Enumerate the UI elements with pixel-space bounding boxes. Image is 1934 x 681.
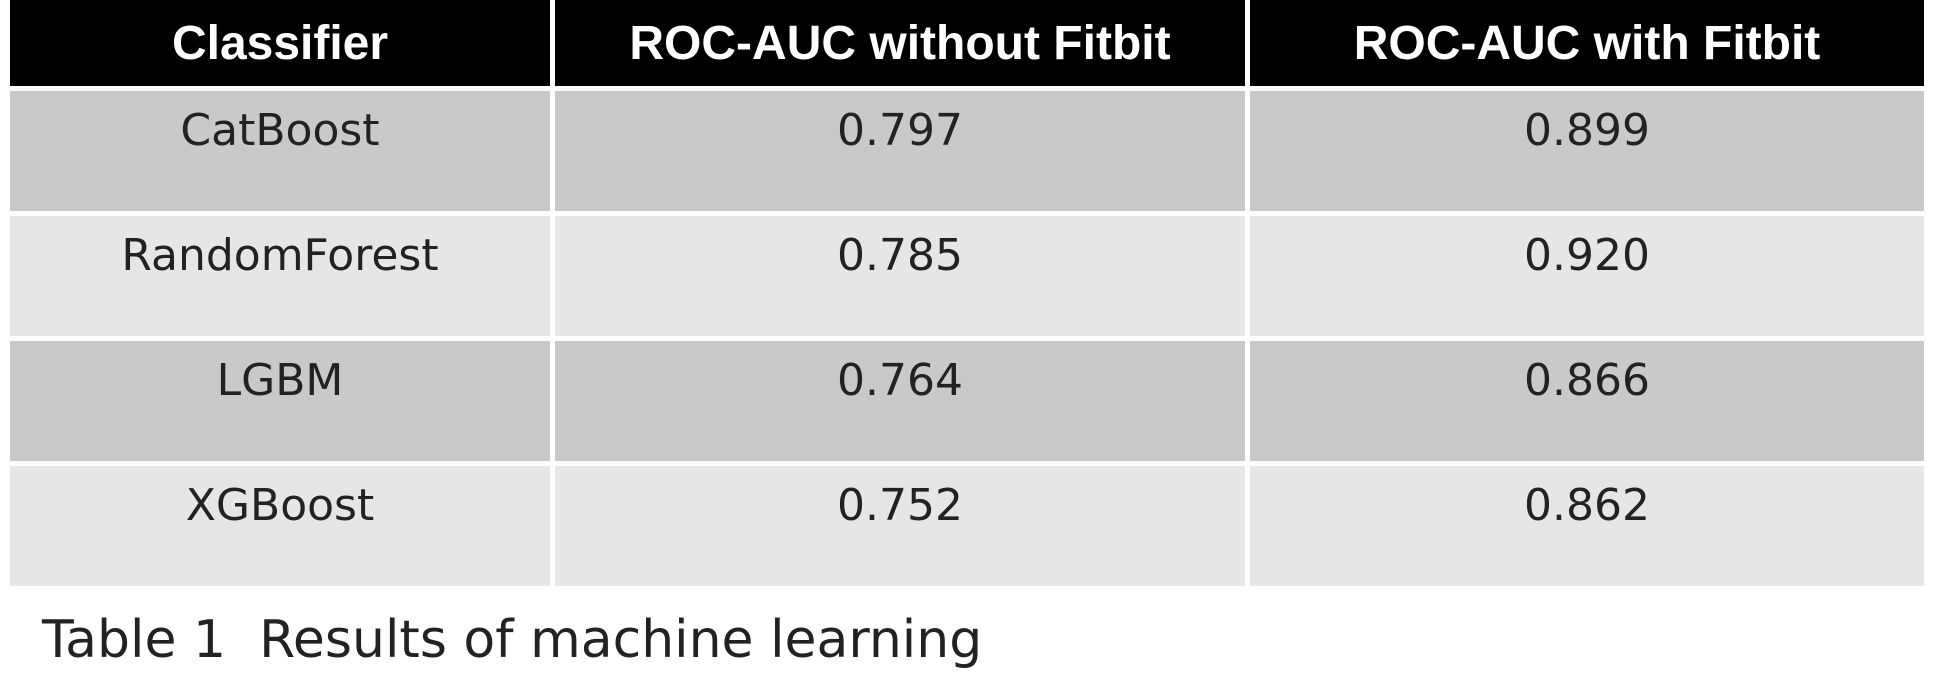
classifier-cell: CatBoost xyxy=(10,91,550,211)
score-cell: 0.797 xyxy=(555,91,1245,211)
table-body: CatBoost 0.797 0.899 RandomForest 0.785 0.920… xyxy=(10,91,1924,586)
score-cell: 0.764 xyxy=(555,341,1245,461)
results-table: Classifier ROC-AUC without Fitbit ROC-AUC … xyxy=(5,0,1929,591)
header-row: Classifier ROC-AUC without Fitbit ROC-AUC … xyxy=(10,0,1924,86)
header-cell: ROC-AUC with Fitbit xyxy=(1250,0,1924,86)
table-row: XGBoost 0.752 0.862 xyxy=(10,466,1924,586)
table-row: CatBoost 0.797 0.899 xyxy=(10,91,1924,211)
table-row: LGBM 0.764 0.866 xyxy=(10,341,1924,461)
score-cell: 0.920 xyxy=(1250,216,1924,336)
score-cell: 0.899 xyxy=(1250,91,1924,211)
header-cell: ROC-AUC without Fitbit xyxy=(555,0,1245,86)
score-cell: 0.862 xyxy=(1250,466,1924,586)
score-cell: 0.785 xyxy=(555,216,1245,336)
caption: Table 1 Results of machine learning xyxy=(42,610,983,670)
classifier-cell: RandomForest xyxy=(10,216,550,336)
score-cell: 0.866 xyxy=(1250,341,1924,461)
table-row: RandomForest 0.785 0.920 xyxy=(10,216,1924,336)
header-cell: Classifier xyxy=(10,0,550,86)
classifier-cell: LGBM xyxy=(10,341,550,461)
score-cell: 0.752 xyxy=(555,466,1245,586)
classifier-cell: XGBoost xyxy=(10,466,550,586)
